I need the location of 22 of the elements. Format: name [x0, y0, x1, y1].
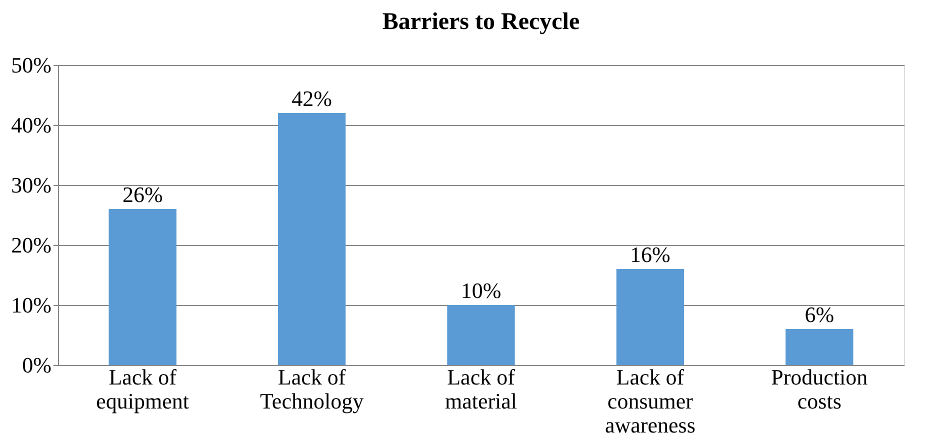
x-tick-label: Lack of consumer awareness: [604, 364, 696, 438]
y-tick-label: 40%: [11, 112, 52, 138]
x-tick-label: Lack of equipment: [96, 364, 190, 414]
chart-title: Barriers to Recycle: [382, 9, 580, 35]
data-label: 26%: [122, 182, 163, 207]
data-label: 42%: [292, 86, 332, 111]
y-tick-label: 50%: [11, 52, 52, 78]
bar: [786, 329, 854, 365]
y-tick-label: 0%: [22, 352, 52, 378]
y-tick-label: 30%: [11, 172, 52, 198]
y-tick-label: 10%: [11, 292, 52, 318]
data-label: 6%: [804, 302, 834, 327]
data-label: 10%: [460, 278, 502, 303]
data-label: 16%: [630, 242, 670, 267]
x-tick-label: Lack of Technology: [260, 364, 364, 414]
x-tick-label: Lack of material: [444, 364, 518, 414]
bar: [447, 305, 515, 365]
x-tick-label: Production costs: [771, 364, 868, 414]
bar: [278, 113, 346, 365]
y-tick-label: 20%: [11, 232, 52, 258]
bar: [108, 209, 176, 365]
bar: [616, 269, 684, 365]
